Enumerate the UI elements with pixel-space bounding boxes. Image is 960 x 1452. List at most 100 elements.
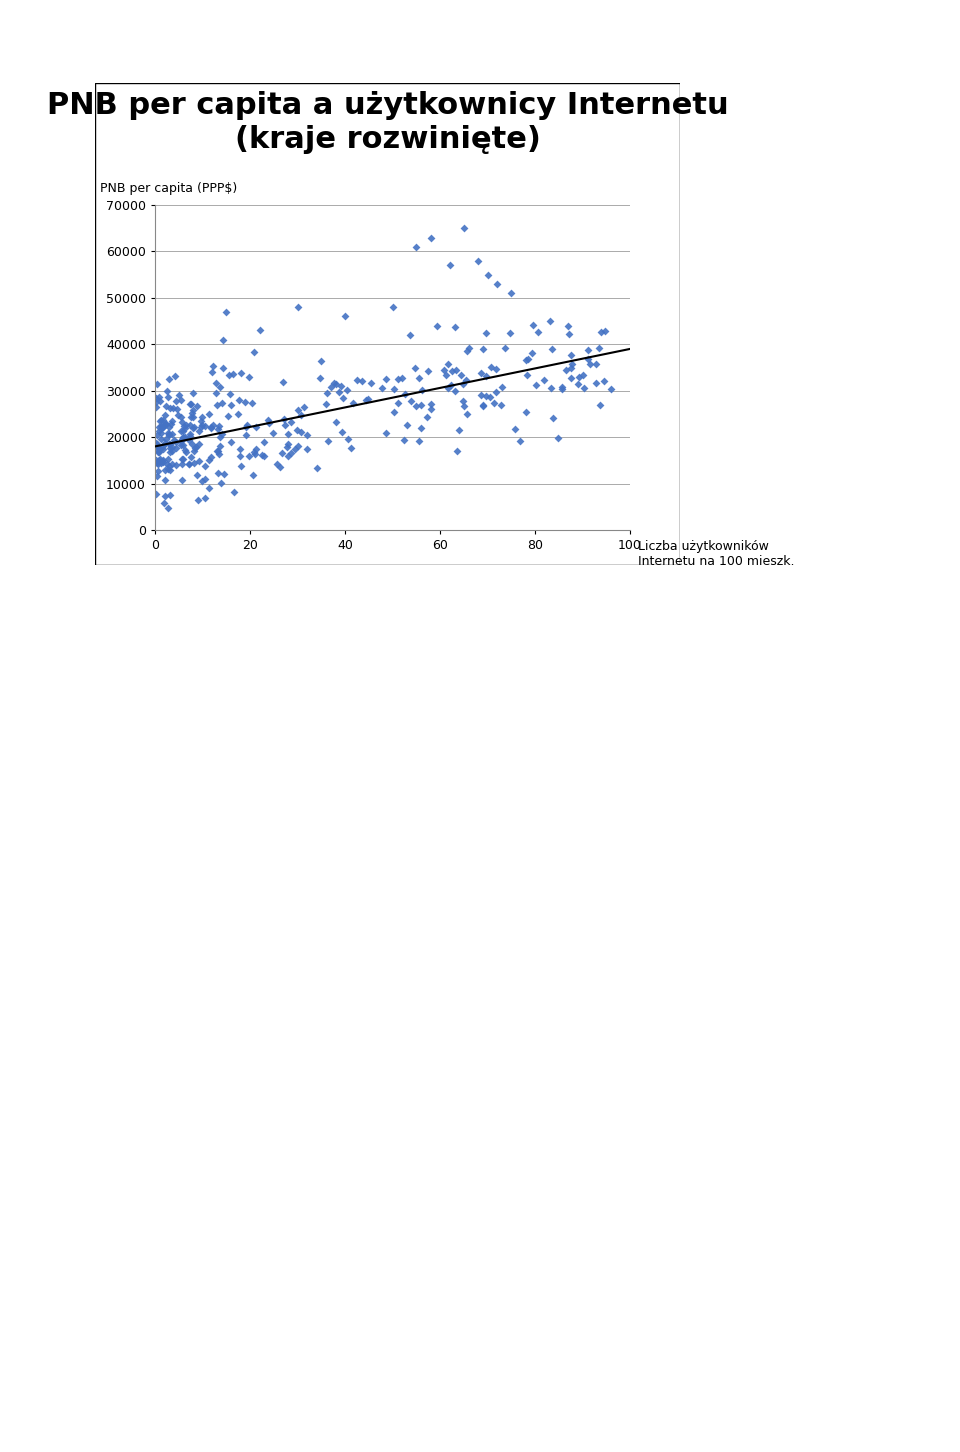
Point bbox=[183, 446, 199, 469]
Point bbox=[328, 409, 344, 433]
Point bbox=[332, 380, 348, 404]
Point bbox=[502, 321, 517, 344]
Point bbox=[447, 380, 463, 404]
Point bbox=[175, 453, 190, 476]
Point bbox=[148, 482, 163, 505]
Point bbox=[165, 440, 180, 463]
Point bbox=[290, 434, 305, 457]
Point bbox=[528, 373, 543, 396]
Point bbox=[156, 408, 171, 431]
Point bbox=[226, 362, 241, 385]
Point bbox=[260, 408, 276, 431]
Point bbox=[204, 360, 220, 383]
Point bbox=[238, 391, 253, 414]
Point bbox=[169, 437, 184, 460]
Point bbox=[212, 443, 228, 466]
Point bbox=[320, 380, 335, 404]
Point bbox=[493, 393, 509, 417]
Point bbox=[422, 227, 438, 250]
Point bbox=[403, 389, 419, 412]
Point bbox=[249, 415, 264, 439]
Point bbox=[208, 372, 224, 395]
Point bbox=[166, 428, 181, 452]
Point bbox=[150, 433, 165, 456]
Point bbox=[564, 353, 580, 376]
Point bbox=[423, 398, 439, 421]
Point bbox=[177, 427, 192, 450]
Point bbox=[160, 497, 176, 520]
Point bbox=[581, 348, 596, 372]
Point bbox=[385, 296, 400, 319]
Point bbox=[213, 472, 228, 495]
Point bbox=[312, 366, 327, 389]
Point bbox=[190, 393, 205, 417]
Point bbox=[157, 412, 173, 436]
Point bbox=[154, 414, 169, 437]
Point bbox=[161, 367, 177, 391]
Point bbox=[202, 402, 217, 425]
Point bbox=[525, 314, 540, 337]
Point bbox=[597, 319, 612, 343]
Text: PNB per capita (PPP$): PNB per capita (PPP$) bbox=[100, 182, 237, 195]
Point bbox=[176, 425, 191, 449]
Point bbox=[157, 459, 173, 482]
Point bbox=[564, 367, 579, 391]
Point bbox=[156, 449, 171, 472]
Point bbox=[148, 437, 163, 460]
Point bbox=[456, 395, 471, 418]
Point bbox=[407, 356, 422, 379]
Point bbox=[256, 444, 272, 468]
Point bbox=[158, 427, 174, 450]
Point bbox=[159, 453, 175, 476]
Point bbox=[300, 437, 315, 460]
Point bbox=[483, 356, 498, 379]
Point bbox=[320, 430, 335, 453]
Point bbox=[185, 417, 201, 440]
Point bbox=[242, 366, 257, 389]
Point bbox=[219, 301, 234, 324]
Point bbox=[194, 415, 209, 439]
Point bbox=[151, 459, 166, 482]
Point bbox=[309, 456, 324, 479]
Text: PNB per capita a użytkownicy Internetu
(kraje rozwinięte): PNB per capita a użytkownicy Internetu (… bbox=[47, 91, 729, 154]
Point bbox=[248, 443, 263, 466]
Point bbox=[151, 452, 166, 475]
Point bbox=[161, 454, 177, 478]
Point bbox=[169, 398, 184, 421]
Point bbox=[168, 430, 183, 453]
Point bbox=[564, 343, 579, 366]
Point bbox=[542, 309, 558, 333]
Point bbox=[397, 382, 413, 405]
Point bbox=[591, 335, 607, 359]
Point bbox=[475, 337, 491, 360]
Point bbox=[152, 449, 167, 472]
Point bbox=[152, 440, 167, 463]
Point bbox=[448, 359, 464, 382]
Point bbox=[167, 364, 182, 388]
Point bbox=[156, 431, 172, 454]
Point bbox=[151, 415, 166, 439]
Point bbox=[156, 415, 171, 439]
Point bbox=[442, 254, 457, 277]
Point bbox=[174, 433, 189, 456]
Point bbox=[178, 417, 193, 440]
Point bbox=[178, 414, 193, 437]
Point bbox=[157, 469, 173, 492]
Point bbox=[423, 393, 439, 417]
Point bbox=[164, 423, 180, 446]
Point bbox=[184, 401, 200, 424]
Point bbox=[156, 436, 171, 459]
Point bbox=[154, 427, 169, 450]
Point bbox=[194, 469, 209, 492]
Text: Liczba użytkowników
Internetu na 100 mieszk.: Liczba użytkowników Internetu na 100 mie… bbox=[638, 540, 795, 568]
Point bbox=[279, 436, 295, 459]
Point bbox=[461, 337, 476, 360]
Point bbox=[191, 420, 206, 443]
Point bbox=[475, 395, 491, 418]
Point bbox=[176, 447, 191, 470]
Point bbox=[289, 418, 304, 441]
Point bbox=[487, 391, 502, 414]
Point bbox=[470, 250, 486, 273]
Point bbox=[149, 395, 164, 418]
Point bbox=[161, 423, 177, 446]
